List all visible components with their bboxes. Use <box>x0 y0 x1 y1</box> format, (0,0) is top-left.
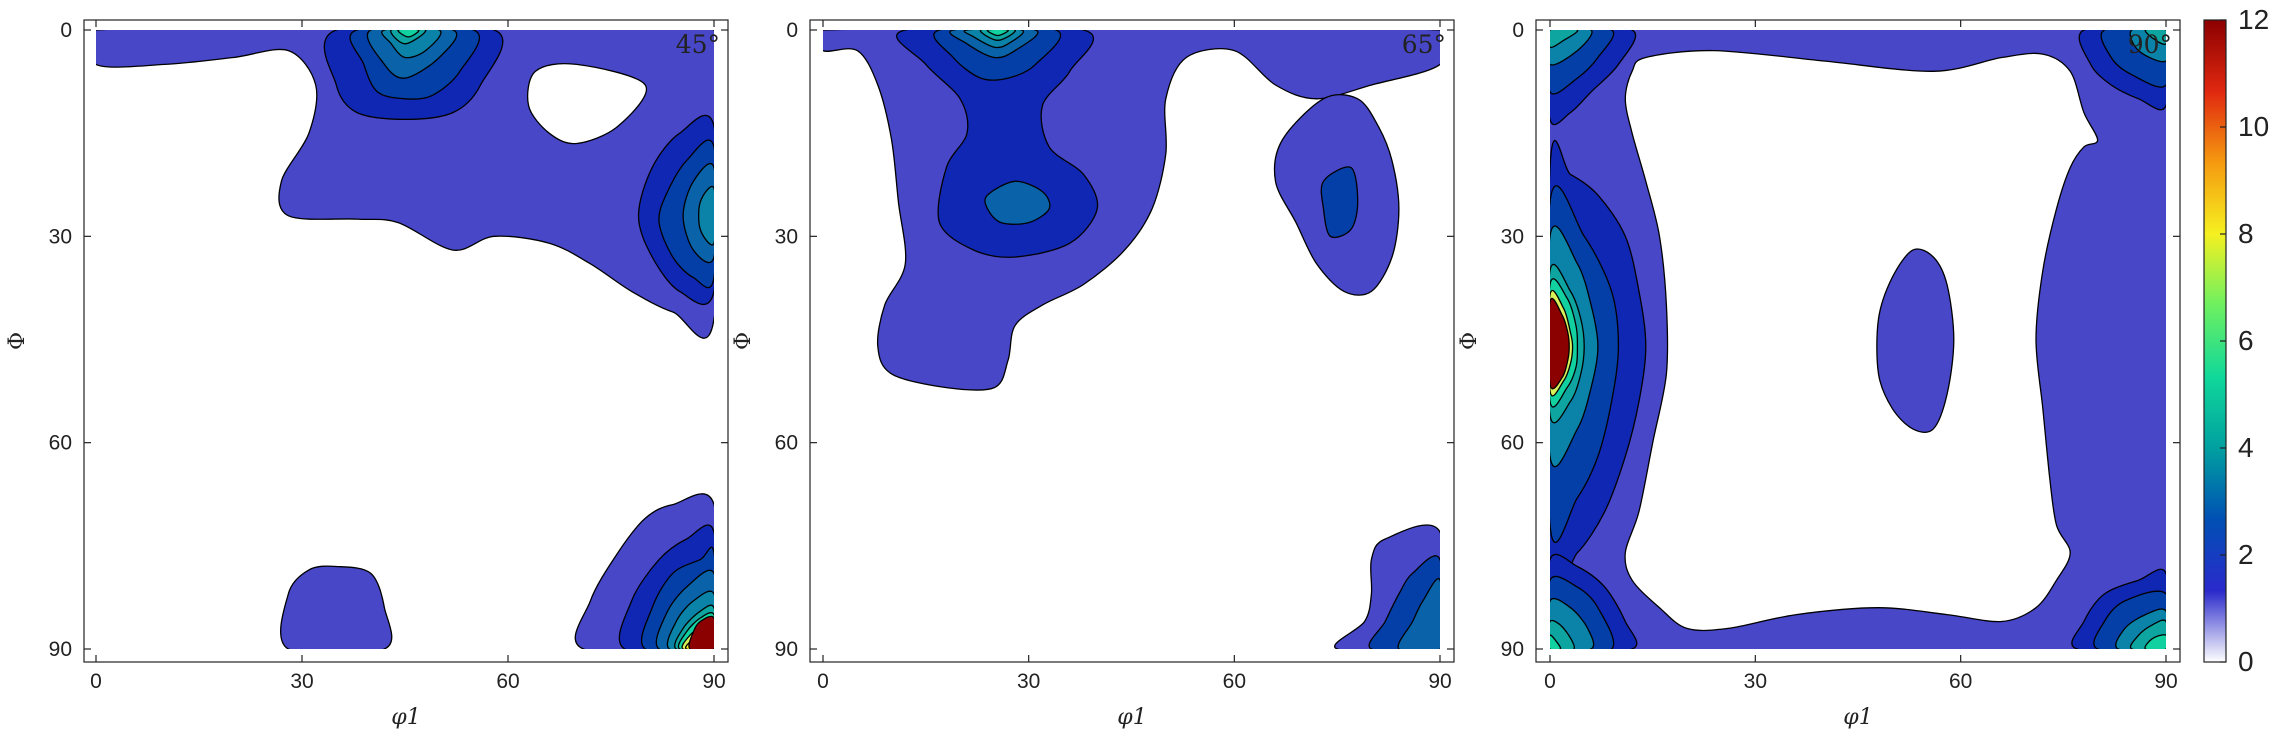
colorbar-tick-label: 8 <box>2238 218 2254 249</box>
y-tick-label: 90 <box>1501 638 1524 661</box>
y-tick-label: 30 <box>49 225 72 248</box>
contour-level-0 <box>1624 49 2099 632</box>
odf-panel-3: 0 30 60 90 0 30 60 90 φ1 Φ 90° <box>1457 19 2181 730</box>
axes-frame <box>1535 19 2181 663</box>
y-tick-label: 0 <box>1512 19 1524 42</box>
y-tick-label: 60 <box>49 432 72 455</box>
x-axis-label: φ1 <box>1843 705 1872 730</box>
contour-level-1 <box>280 565 393 649</box>
colorbar-tick-label: 2 <box>2238 539 2254 570</box>
panel-angle-label: 65° <box>1402 30 1446 59</box>
y-tick-label: 0 <box>786 19 798 42</box>
contour-regions <box>823 30 1440 649</box>
x-tick-label: 60 <box>1949 670 1972 693</box>
x-tick-label: 60 <box>1223 670 1246 693</box>
colorbar-tick-label: 6 <box>2238 325 2254 356</box>
x-tick-label: 90 <box>702 670 725 693</box>
y-tick-label: 60 <box>1501 432 1524 455</box>
odf-panel-2: 0 30 60 90 0 30 60 90 φ1 Φ 65° <box>731 19 1455 730</box>
colorbar: 0 2 4 6 8 10 12 <box>2203 4 2269 677</box>
y-tick-label: 90 <box>49 638 72 661</box>
colorbar-tick-label: 10 <box>2238 111 2269 142</box>
colorbar-ticks: 0 2 4 6 8 10 12 <box>2220 4 2269 677</box>
y-tick-label: 0 <box>60 19 72 42</box>
axes-frame <box>83 19 729 663</box>
contour-level-7 <box>1550 634 1562 649</box>
contour-level-5 <box>698 185 714 246</box>
y-axis-label: Φ <box>5 332 30 350</box>
panel-angle-label: 90° <box>2128 30 2172 59</box>
x-axis-label: φ1 <box>1117 705 1146 730</box>
y-axis-label: Φ <box>1457 332 1482 350</box>
x-tick-label: 30 <box>290 670 313 693</box>
contour-level-4 <box>984 180 1051 225</box>
x-tick-label: 90 <box>2154 670 2177 693</box>
x-tick-label: 90 <box>1428 670 1451 693</box>
x-tick-label: 0 <box>90 670 102 693</box>
contour-level-1 <box>1876 248 1955 433</box>
y-tick-label: 90 <box>775 638 798 661</box>
x-tick-label: 60 <box>496 670 519 693</box>
colorbar-tick-label: 0 <box>2238 646 2254 677</box>
x-tick-label: 30 <box>1744 670 1767 693</box>
x-tick-label: 0 <box>1544 670 1556 693</box>
y-tick-label: 30 <box>775 225 798 248</box>
contour-level-12 <box>688 615 714 649</box>
contour-regions <box>1550 30 2166 649</box>
colorbar-tick-label: 12 <box>2238 4 2269 35</box>
contour-level-6 <box>2144 30 2166 45</box>
contour-level-12 <box>1550 297 1570 390</box>
odf-panel-1: 0 30 60 90 0 30 60 90 φ1 Φ 45° <box>5 19 729 730</box>
colorbar-tick-label: 4 <box>2238 432 2254 463</box>
x-tick-label: 30 <box>1017 670 1040 693</box>
contour-level-0 <box>527 62 648 145</box>
y-tick-label: 30 <box>1501 225 1524 248</box>
contour-level-3 <box>1320 166 1359 239</box>
contour-regions <box>96 30 714 649</box>
contour-level-4 <box>1397 577 1440 649</box>
contour-level-7 <box>397 30 420 38</box>
contour-level-7 <box>2144 634 2166 649</box>
axes-frame <box>809 19 1455 663</box>
x-axis-label: φ1 <box>391 705 420 730</box>
contour-level-7 <box>986 30 1009 37</box>
y-axis-label: Φ <box>731 332 756 350</box>
contour-level-6 <box>1550 30 1579 49</box>
odf-panels: 0 30 60 90 0 30 60 90 φ1 Φ 45° 0 30 60 90 0 30 60 90 φ1 Φ 65°… <box>5 19 2181 730</box>
x-tick-label: 0 <box>817 670 829 693</box>
panel-angle-label: 45° <box>676 30 720 59</box>
y-tick-label: 60 <box>775 432 798 455</box>
